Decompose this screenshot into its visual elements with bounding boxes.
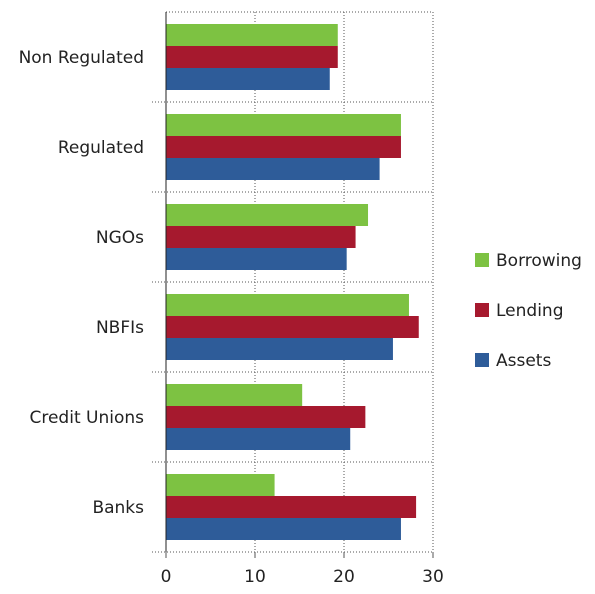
bar bbox=[166, 204, 369, 226]
bar bbox=[166, 428, 351, 450]
legend-swatch bbox=[475, 253, 489, 267]
y-tick-label: Banks bbox=[92, 498, 144, 518]
bar bbox=[166, 384, 303, 406]
legend-label: Assets bbox=[496, 351, 551, 371]
bar bbox=[166, 518, 401, 540]
y-tick-label: Credit Unions bbox=[29, 408, 144, 428]
bar bbox=[166, 158, 380, 180]
bar bbox=[166, 406, 366, 428]
x-tick-label: 20 bbox=[333, 567, 355, 587]
y-tick-label: NGOs bbox=[96, 228, 144, 248]
bar bbox=[166, 114, 401, 136]
y-tick-label: Regulated bbox=[58, 138, 144, 158]
x-tick-label: 30 bbox=[422, 567, 444, 587]
bar bbox=[166, 248, 347, 270]
bar bbox=[166, 68, 330, 90]
y-tick-label: NBFIs bbox=[96, 318, 144, 338]
bar bbox=[166, 24, 338, 46]
bar bbox=[166, 316, 419, 338]
legend-label: Lending bbox=[496, 301, 564, 321]
legend-label: Borrowing bbox=[496, 251, 582, 271]
bar bbox=[166, 474, 275, 496]
legend-swatch bbox=[475, 353, 489, 367]
bar bbox=[166, 294, 409, 316]
bar bbox=[166, 136, 401, 158]
x-tick-label: 10 bbox=[244, 567, 266, 587]
bar bbox=[166, 338, 393, 360]
bar bbox=[166, 46, 338, 68]
bar bbox=[166, 496, 417, 518]
bar bbox=[166, 226, 356, 248]
x-tick-label: 0 bbox=[161, 567, 172, 587]
y-tick-label: Non Regulated bbox=[19, 48, 144, 68]
legend-swatch bbox=[475, 303, 489, 317]
